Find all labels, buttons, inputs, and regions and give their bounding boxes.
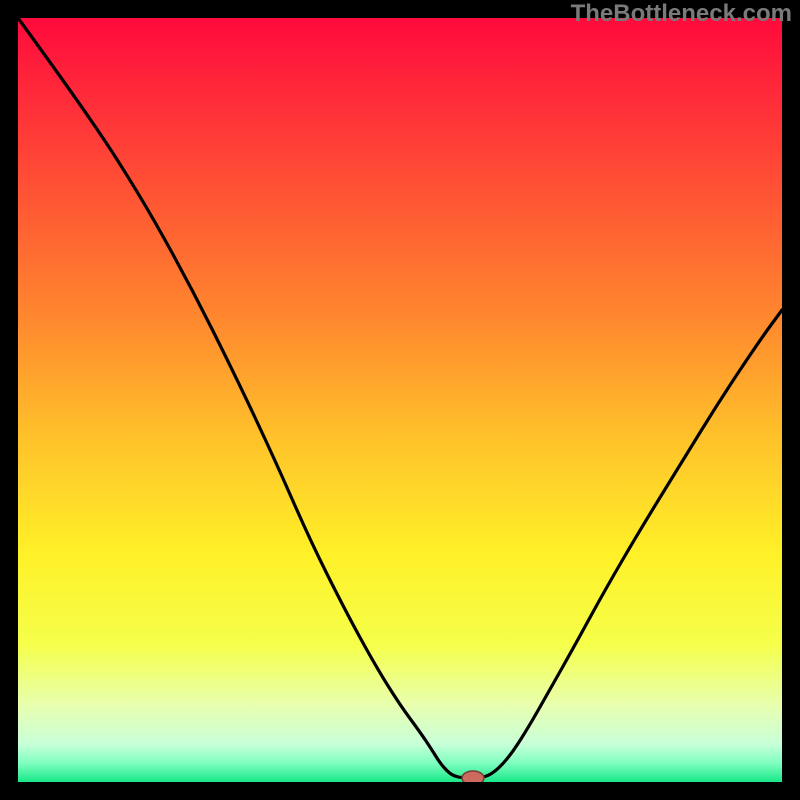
chart-container: TheBottleneck.com	[0, 0, 800, 800]
watermark-text: TheBottleneck.com	[571, 0, 792, 28]
chart-background	[18, 18, 782, 782]
bottleneck-chart	[0, 0, 800, 800]
